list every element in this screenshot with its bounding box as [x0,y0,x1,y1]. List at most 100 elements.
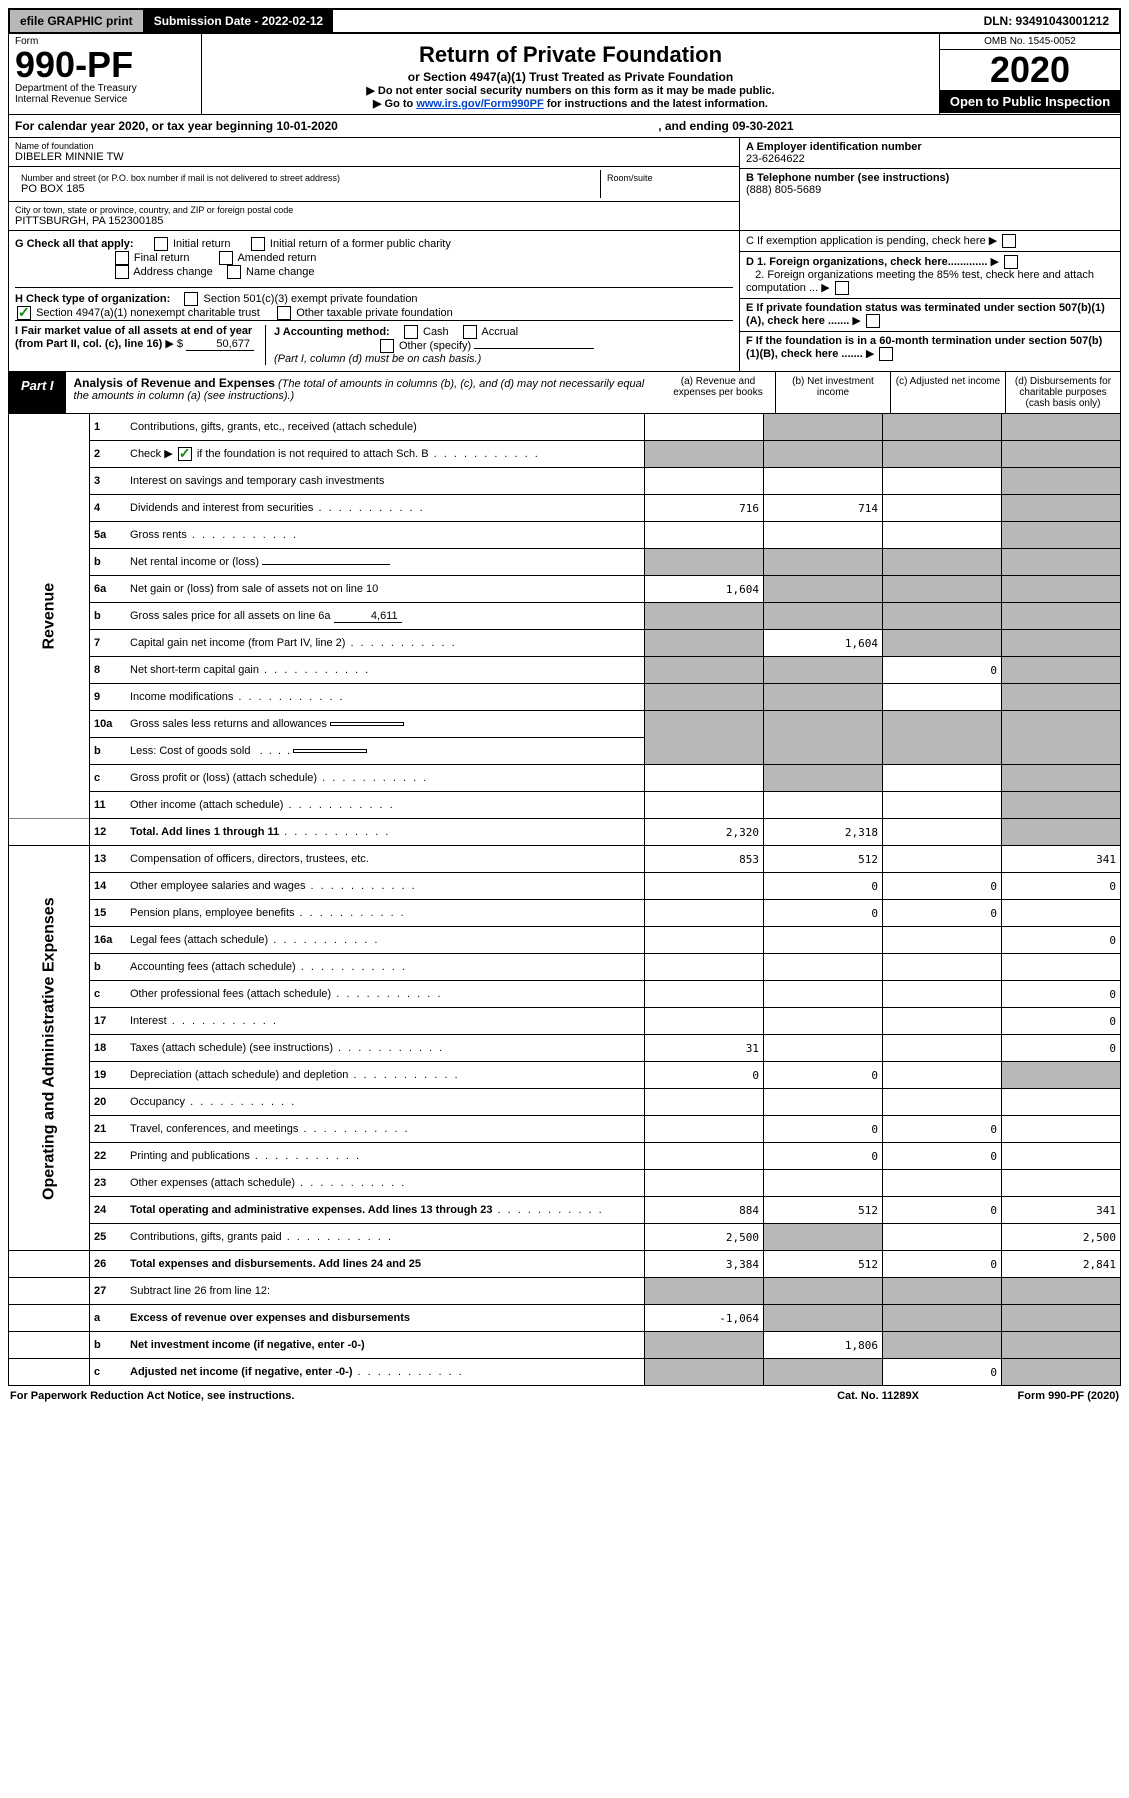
chk-501c3[interactable] [184,292,198,306]
desc-16a: Legal fees (attach schedule) [126,927,645,954]
lbl-amended: Amended return [237,252,316,264]
form-number: 990-PF [15,47,195,83]
footer-formno: Form 990-PF (2020) [919,1390,1119,1402]
desc-16b: Accounting fees (attach schedule) [126,954,645,981]
ln-22: 22 [90,1143,127,1170]
ln-10a: 10a [90,711,127,738]
efile-button[interactable]: efile GRAPHIC print [10,10,144,32]
r27a-a: -1,064 [645,1305,764,1332]
irs-label: Internal Revenue Service [15,94,195,105]
chk-amended[interactable] [219,251,233,265]
ln-18: 18 [90,1035,127,1062]
ln-16b: b [90,954,127,981]
r24-a: 884 [645,1197,764,1224]
ln-16c: c [90,981,127,1008]
expenses-vlabel: Operating and Administrative Expenses [9,846,90,1251]
r26-d: 2,841 [1002,1251,1121,1278]
desc-22: Printing and publications [126,1143,645,1170]
ln-7: 7 [90,630,127,657]
ln-26: 26 [90,1251,127,1278]
chk-cash[interactable] [404,325,418,339]
chk-name-chg[interactable] [227,265,241,279]
irs-link[interactable]: www.irs.gov/Form990PF [416,98,543,110]
desc-20: Occupancy [126,1089,645,1116]
chk-initial-former[interactable] [251,237,265,251]
r13-a: 853 [645,846,764,873]
ln-6b: b [90,603,127,630]
r16c-d: 0 [1002,981,1121,1008]
addr-label: Number and street (or P.O. box number if… [21,173,594,183]
dept-treasury: Department of the Treasury [15,83,195,94]
chk-d1[interactable] [1004,255,1018,269]
ln-12: 12 [90,819,127,846]
lbl-initial: Initial return [173,238,230,250]
ln-6a: 6a [90,576,127,603]
tax-year: 2020 [940,52,1120,88]
r21-c: 0 [883,1116,1002,1143]
ln-2: 2 [90,441,127,468]
desc-27a: Excess of revenue over expenses and disb… [126,1305,645,1332]
chk-4947[interactable] [17,306,31,320]
chk-d2[interactable] [835,281,849,295]
ln-5b: b [90,549,127,576]
chk-accrual[interactable] [463,325,477,339]
r26-b: 512 [764,1251,883,1278]
desc-26: Total expenses and disbursements. Add li… [126,1251,645,1278]
part1-label: Part I [9,372,66,413]
chk-c[interactable] [1002,234,1016,248]
r8-c: 0 [883,657,1002,684]
footer-left: For Paperwork Reduction Act Notice, see … [10,1390,837,1402]
lbl-final: Final return [134,252,190,264]
r26-c: 0 [883,1251,1002,1278]
col-b-header: (b) Net investment income [775,372,890,413]
chk-initial[interactable] [154,237,168,251]
tel-label: B Telephone number (see instructions) [746,172,1114,184]
ln-27b: b [90,1332,127,1359]
ein-label: A Employer identification number [746,141,1114,153]
topbar: efile GRAPHIC print Submission Date - 20… [8,8,1121,34]
desc-12: Total. Add lines 1 through 11 [126,819,645,846]
r24-c: 0 [883,1197,1002,1224]
chk-other-tax[interactable] [277,306,291,320]
r22-b: 0 [764,1143,883,1170]
r14-d: 0 [1002,873,1121,900]
note-ssn: ▶ Do not enter social security numbers o… [206,84,935,97]
room-label: Room/suite [607,173,727,183]
desc-25: Contributions, gifts, grants paid [126,1224,645,1251]
desc-9: Income modifications [126,684,645,711]
page-footer: For Paperwork Reduction Act Notice, see … [8,1386,1121,1406]
r6b-inline: 4,611 [334,610,402,623]
ln-23: 23 [90,1170,127,1197]
r18-d: 0 [1002,1035,1121,1062]
h-label: H Check type of organization: [15,293,170,305]
chk-f[interactable] [879,347,893,361]
r17-d: 0 [1002,1008,1121,1035]
r19-a: 0 [645,1062,764,1089]
r27b-b: 1,806 [764,1332,883,1359]
ln-24: 24 [90,1197,127,1224]
ln-15: 15 [90,900,127,927]
j-label: J Accounting method: [274,326,390,338]
lbl-name-chg: Name change [246,266,315,278]
part1-header: Part I Analysis of Revenue and Expenses … [8,372,1121,414]
r13-d: 341 [1002,846,1121,873]
chk-other-method[interactable] [380,339,394,353]
chk-schb[interactable] [178,447,192,461]
r13-b: 512 [764,846,883,873]
address: PO BOX 185 [21,183,594,195]
lbl-other-tax: Other taxable private foundation [296,307,453,319]
ein: 23-6264622 [746,153,1114,165]
desc-16c: Other professional fees (attach schedule… [126,981,645,1008]
desc-6b: Gross sales price for all assets on line… [126,603,645,630]
e-label: E If private foundation status was termi… [746,302,1105,327]
desc-27: Subtract line 26 from line 12: [126,1278,645,1305]
desc-7: Capital gain net income (from Part IV, l… [126,630,645,657]
r25-a: 2,500 [645,1224,764,1251]
r21-b: 0 [764,1116,883,1143]
chk-addr-chg[interactable] [115,265,129,279]
r7-b: 1,604 [764,630,883,657]
ln-20: 20 [90,1089,127,1116]
chk-e[interactable] [866,314,880,328]
chk-final[interactable] [115,251,129,265]
ln-27a: a [90,1305,127,1332]
